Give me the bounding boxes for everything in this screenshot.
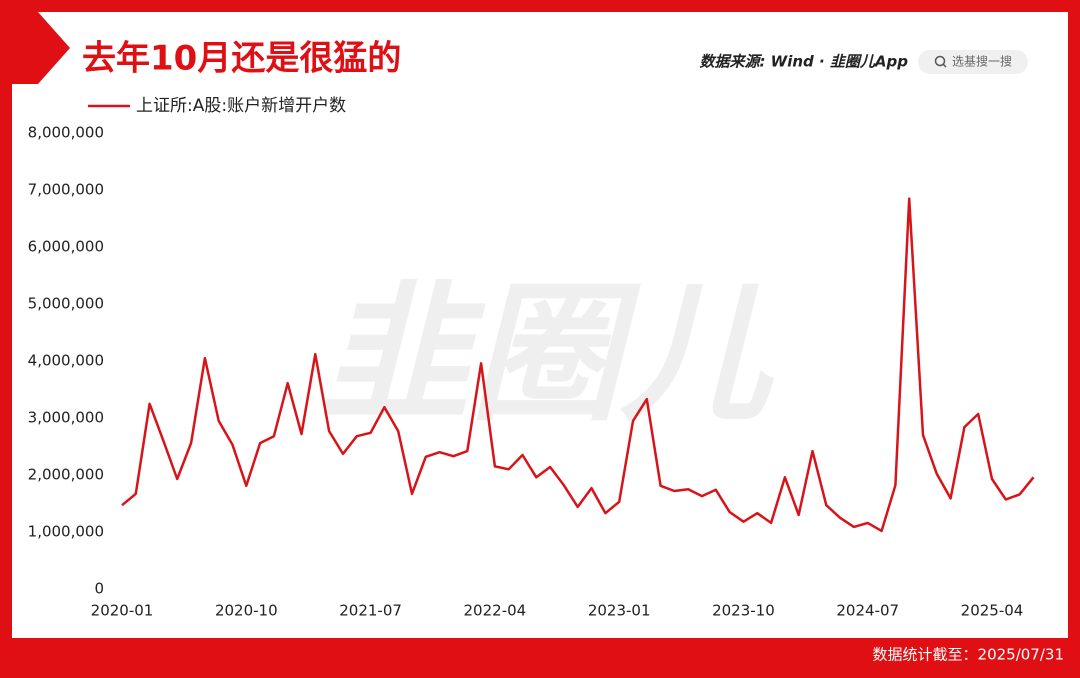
- y-tick-label: 2,000,000: [28, 466, 104, 484]
- y-tick-label: 6,000,000: [28, 238, 104, 256]
- y-tick-label: 3,000,000: [28, 409, 104, 427]
- search-icon: [934, 55, 946, 67]
- panel: [12, 12, 1068, 638]
- x-tick-label: 2020-10: [215, 602, 278, 620]
- chart-title: 去年10月还是很猛的: [82, 39, 401, 79]
- y-tick-label: 0: [94, 580, 104, 598]
- x-tick-label: 2020-01: [91, 602, 154, 620]
- search-placeholder: 选基搜一搜: [952, 54, 1012, 69]
- source: 数据来源: Wind · 韭圈儿App: [699, 53, 908, 71]
- x-tick-label: 2023-10: [712, 602, 775, 620]
- search-icon: [942, 63, 947, 68]
- x-tick-label: 2025-04: [961, 602, 1024, 620]
- y-tick-label: 8,000,000: [28, 124, 104, 142]
- x-tick-label: 2021-07: [339, 602, 402, 620]
- corner-arrow: [12, 12, 70, 84]
- y-tick-label: 4,000,000: [28, 352, 104, 370]
- y-tick-label: 7,000,000: [28, 181, 104, 199]
- watermark: 韭圈儿: [320, 268, 775, 442]
- x-tick-label: 2022-04: [464, 602, 527, 620]
- search-box[interactable]: [918, 50, 1028, 74]
- footnote: 数据统计截至：2025/07/31: [873, 646, 1064, 664]
- line: [121, 197, 1035, 533]
- x-tick-label: 2024-07: [836, 602, 899, 620]
- legend-label: 上证所:A股:账户新增开户数: [136, 96, 346, 116]
- y-tick-label: 5,000,000: [28, 295, 104, 313]
- x-tick-label: 2023-01: [588, 602, 651, 620]
- y-tick-label: 1,000,000: [28, 523, 104, 541]
